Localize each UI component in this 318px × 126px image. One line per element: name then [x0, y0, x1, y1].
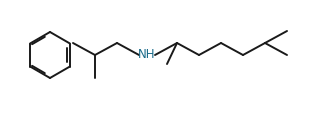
- Text: NH: NH: [138, 49, 156, 61]
